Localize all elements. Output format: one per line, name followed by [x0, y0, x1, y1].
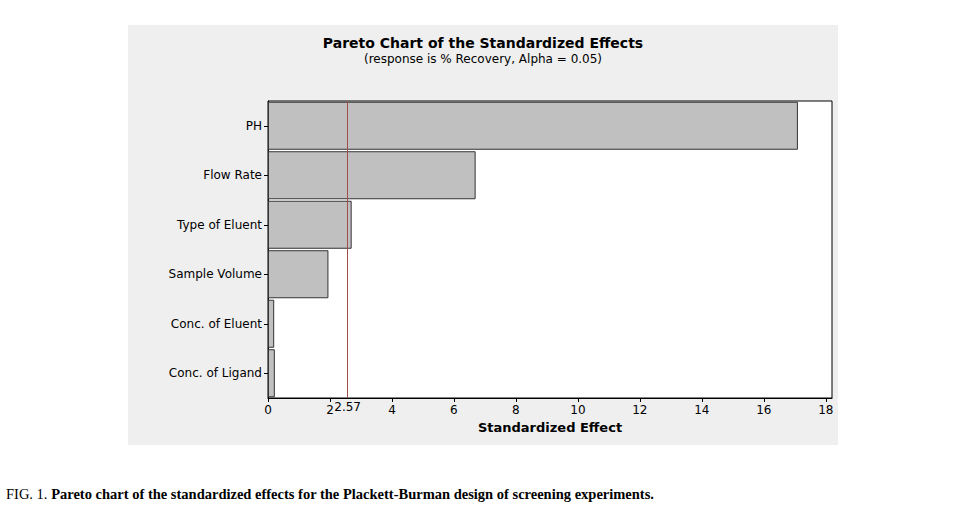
svg-text:14: 14	[694, 403, 709, 417]
svg-text:0: 0	[264, 403, 272, 417]
svg-text:Conc. of Eluent: Conc. of Eluent	[171, 317, 262, 331]
svg-text:Flow Rate: Flow Rate	[203, 168, 262, 182]
svg-text:18: 18	[818, 403, 833, 417]
svg-text:Type of Eluent: Type of Eluent	[176, 218, 262, 232]
svg-text:16: 16	[756, 403, 771, 417]
html-text:FIG. 1. Pareto chart of the st: FIG. 1. Pareto chart of the standardized…	[6, 486, 654, 502]
svg-text:4: 4	[388, 403, 396, 417]
svg-text:6: 6	[450, 403, 458, 417]
svg-text:10: 10	[570, 403, 585, 417]
svg-text:2.57: 2.57	[334, 400, 361, 414]
svg-text:PH: PH	[246, 119, 262, 133]
svg-text:Sample Volume: Sample Volume	[169, 267, 262, 281]
svg-text:(response is % Recovery, Alpha: (response is % Recovery, Alpha = 0.05)	[364, 52, 602, 66]
svg-text:Conc. of Ligand: Conc. of Ligand	[169, 366, 262, 380]
svg-text:Pareto Chart of the Standardiz: Pareto Chart of the Standardized Effects	[323, 35, 643, 51]
svg-text:Standardized Effect: Standardized Effect	[478, 420, 622, 435]
svg-text:12: 12	[632, 403, 647, 417]
svg-text:8: 8	[512, 403, 520, 417]
svg-text:2: 2	[326, 403, 334, 417]
